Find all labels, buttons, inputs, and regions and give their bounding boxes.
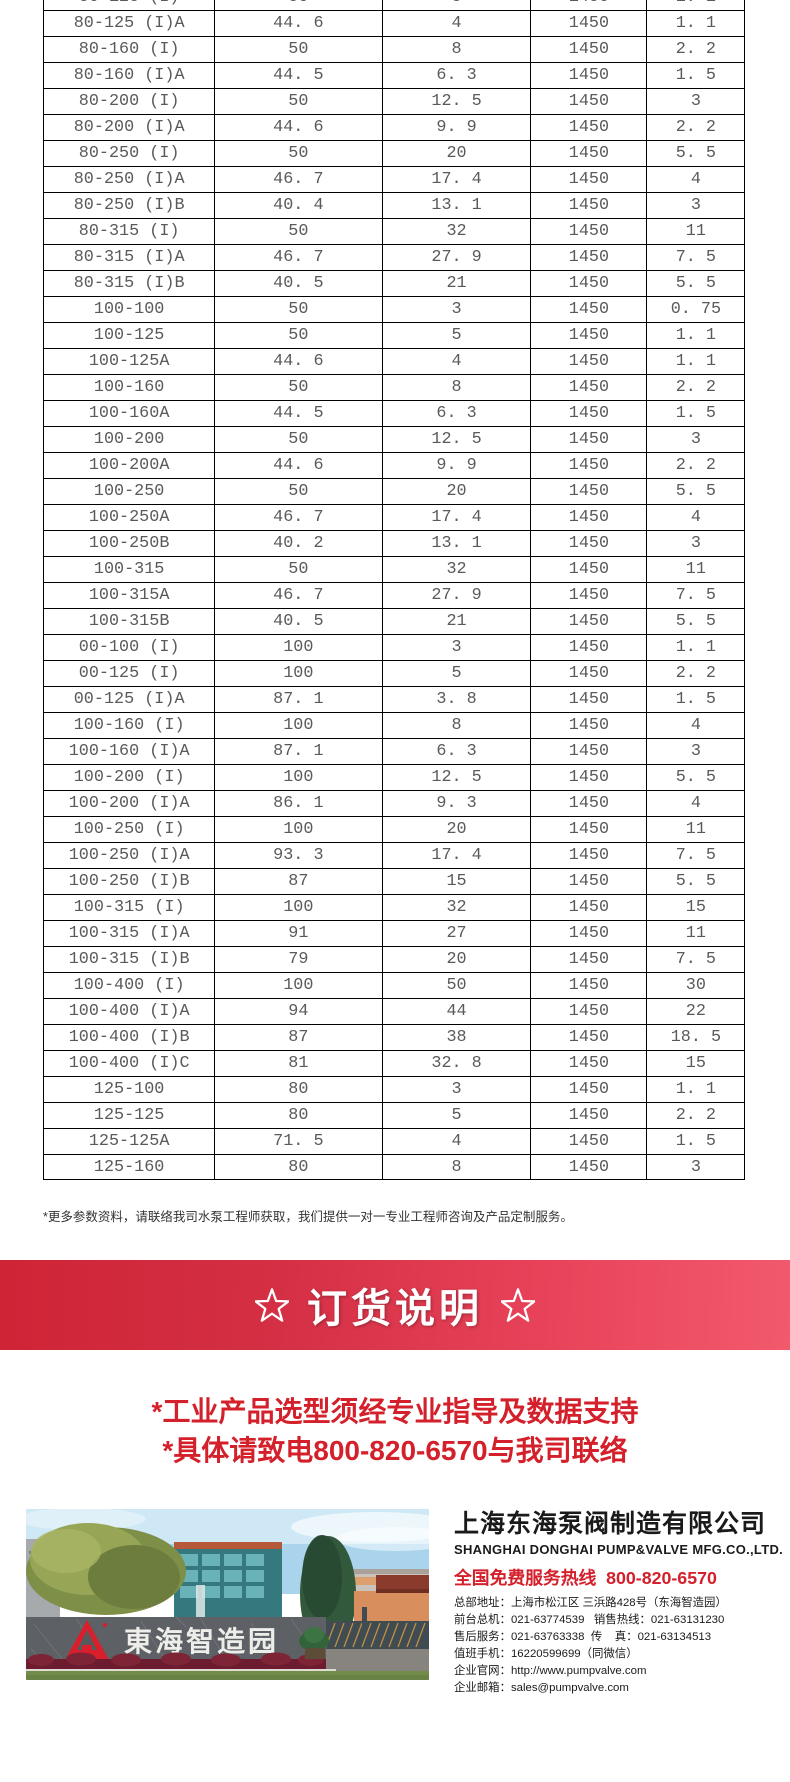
svg-text:東海智造园: 東海智造园 — [124, 1626, 279, 1657]
